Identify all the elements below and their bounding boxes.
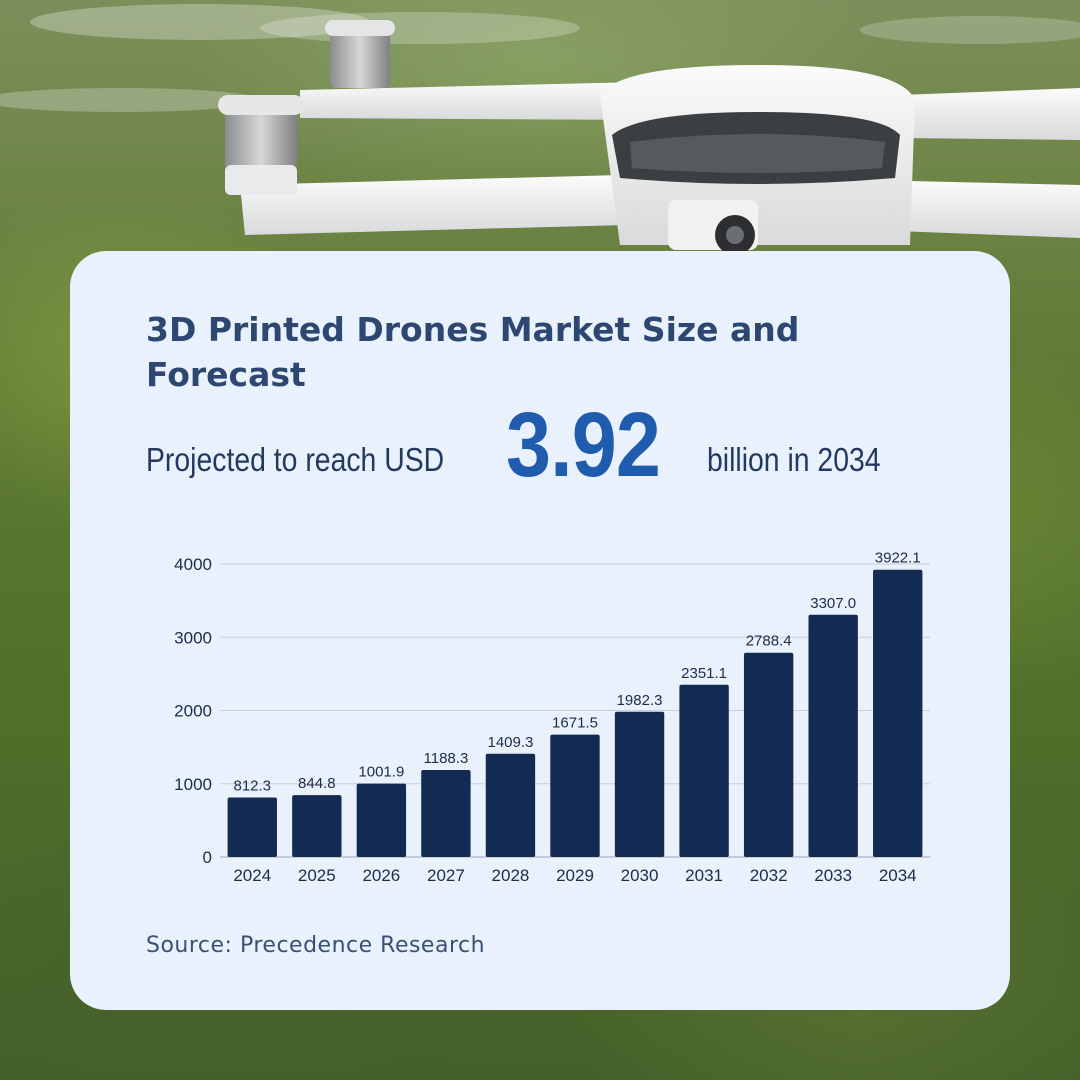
source-note: Source: Precedence Research [146, 933, 486, 958]
bar-chart: 0 1000 2000 3000 4000 812.3 2024 844.8 2025 1001.… [174, 550, 930, 885]
x-tick-label: 2030 [621, 866, 659, 885]
drone-illustration [0, 4, 1080, 255]
bar [485, 753, 536, 857]
y-tick-label: 2000 [174, 702, 212, 721]
bar-value-label: 2788.4 [746, 633, 792, 650]
bar-value-label: 1982.3 [617, 692, 663, 709]
bar-value-label: 2351.1 [681, 665, 727, 682]
x-tick-label: 2029 [556, 866, 594, 885]
y-tick-label: 0 [203, 848, 212, 867]
x-tick-label: 2028 [492, 866, 530, 885]
bar-value-label: 3307.0 [810, 595, 856, 612]
projected-prefix: Projected to reach USD [146, 441, 445, 478]
bar-value-label: 1001.9 [358, 764, 404, 781]
chart-title: 3D Printed Drones Market Size and Foreca… [146, 310, 800, 394]
projected-suffix: billion in 2034 [707, 441, 881, 478]
y-tick-label: 4000 [174, 555, 212, 574]
bar [679, 684, 729, 857]
bar [421, 769, 471, 857]
y-tick-label: 1000 [174, 775, 212, 794]
bar-value-label: 1188.3 [424, 750, 469, 767]
bar-value-label: 1671.5 [552, 715, 598, 732]
y-tick-label: 3000 [174, 628, 212, 647]
bar [743, 652, 794, 857]
chart-card: 3D Printed Drones Market Size and Foreca… [70, 251, 1010, 1010]
x-tick-label: 2033 [814, 866, 852, 885]
bar [873, 569, 923, 857]
x-tick-label: 2026 [362, 866, 400, 885]
bar [356, 783, 407, 857]
x-tick-label: 2034 [879, 866, 917, 885]
bar [292, 795, 342, 857]
bar-value-label: 844.8 [298, 775, 336, 792]
bar-value-label: 1409.3 [488, 734, 534, 751]
x-tick-label: 2024 [233, 866, 271, 885]
bar [550, 734, 600, 857]
x-tick-label: 2031 [685, 866, 723, 885]
bar-value-label: 812.3 [233, 777, 271, 794]
x-tick-label: 2027 [427, 866, 465, 885]
x-tick-label: 2032 [750, 866, 788, 885]
x-tick-label: 2025 [298, 866, 336, 885]
bar-value-label: 3922.1 [875, 550, 921, 567]
bar [227, 797, 277, 857]
projected-value: 3.92 [506, 394, 661, 496]
bar [614, 711, 665, 857]
bar [808, 614, 858, 857]
